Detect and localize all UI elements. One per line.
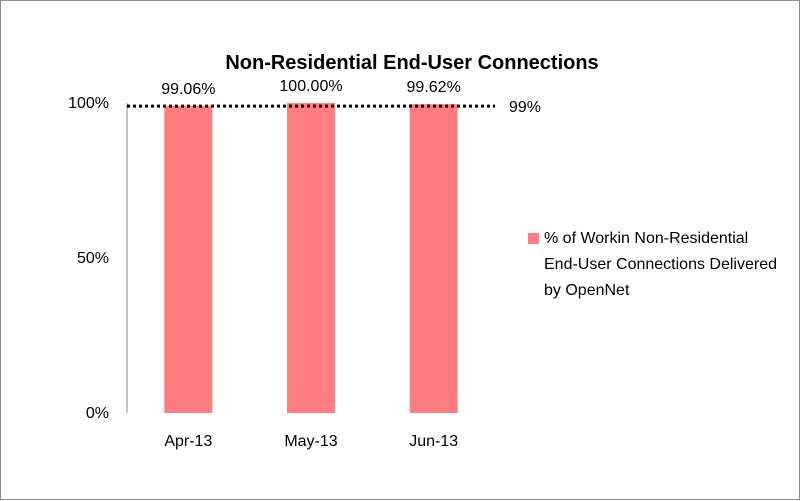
x-tick-label: Jun-13 — [409, 433, 458, 450]
data-label: 99.62% — [407, 79, 461, 96]
legend-swatch — [528, 233, 539, 244]
legend-label: % of Workin Non-Residential End-User Con… — [544, 230, 777, 299]
data-label: 100.00% — [279, 78, 342, 95]
chart-title: Non-Residential End-User Connections — [225, 52, 598, 74]
bar-jun-13 — [409, 104, 458, 413]
bars-group: 99.06% 100.00% 99.62% — [161, 78, 461, 413]
data-label: 99.06% — [161, 81, 215, 98]
y-tick-label: 100% — [68, 95, 109, 112]
x-tick-label: May-13 — [284, 433, 337, 450]
bar-apr-13 — [164, 105, 213, 413]
axes-group: Apr-13 May-13 Jun-13 0% 50% 100% — [68, 95, 458, 450]
reference-line-label: 99% — [509, 99, 541, 116]
reference-group: 99% — [127, 99, 541, 116]
y-tick-label: 0% — [86, 405, 109, 422]
x-tick-label: Apr-13 — [164, 433, 212, 450]
y-tick-label: 50% — [77, 250, 109, 267]
bar-may-13 — [287, 103, 335, 413]
